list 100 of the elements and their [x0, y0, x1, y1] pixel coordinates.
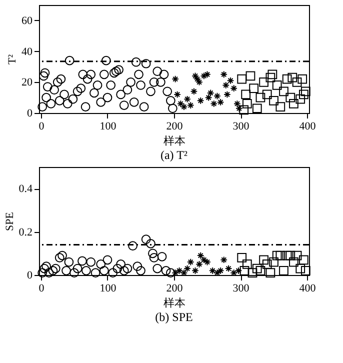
point: [162, 86, 172, 96]
point: [141, 58, 151, 68]
x-tick-label: 200: [166, 282, 184, 294]
point: [146, 86, 156, 96]
x-tick-label: 300: [232, 120, 250, 132]
x-tick-label: 400: [299, 120, 316, 132]
point: [234, 267, 242, 274]
point: [298, 90, 308, 100]
point: [156, 77, 166, 87]
point: [126, 77, 136, 87]
point: [114, 65, 124, 74]
point: [82, 266, 91, 276]
point: [78, 70, 88, 80]
point: [226, 76, 234, 84]
point: [286, 250, 296, 260]
point: [240, 266, 250, 276]
point: [78, 256, 87, 266]
point: [186, 258, 194, 266]
x-tick-label: 200: [166, 120, 184, 132]
point: [249, 84, 258, 93]
point: [119, 266, 129, 276]
y-tick-label: 0: [27, 108, 33, 120]
point: [252, 264, 262, 274]
point: [241, 90, 251, 100]
point: [184, 264, 191, 272]
point: [298, 74, 308, 84]
point: [292, 250, 302, 260]
y-tick-label: 20: [22, 76, 33, 89]
point: [262, 90, 272, 100]
point: [60, 90, 69, 100]
text: (a) T²: [160, 148, 188, 162]
point: [70, 268, 79, 278]
point: [204, 258, 211, 266]
point: [176, 100, 184, 108]
point: [38, 102, 48, 112]
point: [276, 250, 286, 260]
x-tick-label: 0: [38, 120, 45, 132]
point: [50, 85, 59, 95]
y-axis-title: SPE: [4, 212, 16, 231]
point: [96, 98, 106, 107]
point: [204, 70, 211, 78]
point: [62, 99, 72, 108]
point: [259, 255, 268, 265]
point: [149, 77, 159, 87]
point: [148, 248, 158, 258]
point: [38, 71, 48, 81]
point: [64, 257, 74, 267]
point: [192, 267, 199, 274]
x-tick-label: 0: [38, 282, 45, 294]
point: [166, 96, 176, 106]
point: [289, 99, 298, 108]
point: [234, 100, 241, 108]
point: [116, 90, 126, 100]
point: [200, 256, 208, 264]
point: [99, 70, 109, 80]
point: [56, 74, 66, 84]
point: [190, 88, 198, 96]
y-tick-label: 0.2: [18, 226, 32, 238]
point: [80, 102, 90, 112]
point: [180, 103, 188, 110]
point: [246, 71, 256, 81]
point: [42, 92, 51, 102]
point: [298, 255, 308, 265]
point: [141, 234, 151, 244]
point: [184, 95, 191, 103]
point: [122, 264, 132, 274]
point: [54, 96, 64, 106]
point: [196, 252, 204, 260]
point: [90, 88, 99, 98]
point: [220, 256, 228, 264]
point: [122, 85, 132, 95]
point: [102, 255, 112, 265]
point: [252, 104, 262, 114]
point: [82, 74, 92, 84]
point: [276, 102, 286, 112]
x-tick-label: 300: [232, 282, 250, 294]
point: [102, 92, 112, 102]
point: [96, 260, 106, 269]
point: [279, 86, 288, 96]
point: [296, 264, 306, 274]
point: [266, 268, 276, 278]
point: [146, 239, 156, 248]
point: [259, 77, 268, 87]
point: [86, 257, 96, 267]
point: [256, 92, 266, 102]
point: [196, 96, 204, 104]
point: [129, 98, 139, 107]
x-axis-title: 样本: [164, 134, 186, 148]
y-tick-label: 40: [22, 46, 33, 58]
point: [132, 262, 142, 272]
point: [68, 94, 78, 104]
point: [48, 266, 58, 276]
point: [269, 257, 278, 267]
point: [172, 75, 179, 83]
point: [134, 70, 144, 80]
point: [266, 72, 276, 82]
point: [157, 252, 167, 262]
point: [90, 268, 100, 278]
point: [289, 257, 298, 267]
point: [248, 268, 258, 278]
